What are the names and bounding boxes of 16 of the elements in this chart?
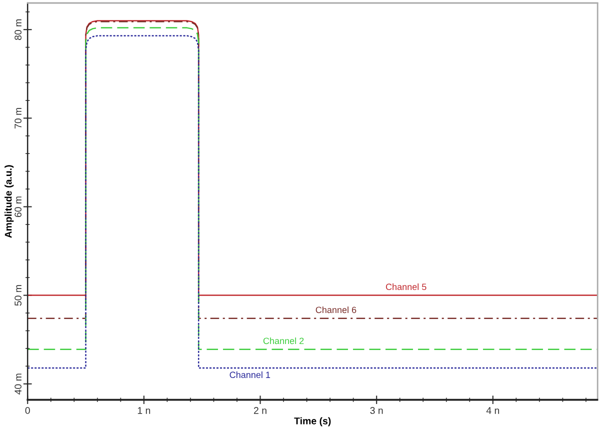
series-label: Channel 5: [386, 283, 426, 290]
y-tick-label: 80 m: [14, 19, 22, 40]
y-tick-label: 60 m: [14, 196, 22, 218]
x-tick-label: 2 n: [254, 407, 266, 414]
y-tick-label: 70 m: [14, 108, 22, 128]
x-tick-label: 0: [25, 407, 30, 414]
series-label: Channel 6: [316, 306, 356, 314]
x-tick-label: 3 n: [370, 407, 383, 414]
series-label: Channel 2: [263, 337, 304, 344]
x-tick-label: 4 n: [486, 407, 500, 414]
x-axis-title: Time (s): [294, 417, 331, 426]
x-tick-label: 1 n: [138, 407, 150, 414]
series-label: Channel 1: [230, 371, 270, 378]
y-tick-label: 50 m: [14, 285, 22, 306]
y-tick-label: 40 m: [14, 374, 22, 394]
y-axis-title: Amplitude (a.u.): [4, 165, 14, 238]
